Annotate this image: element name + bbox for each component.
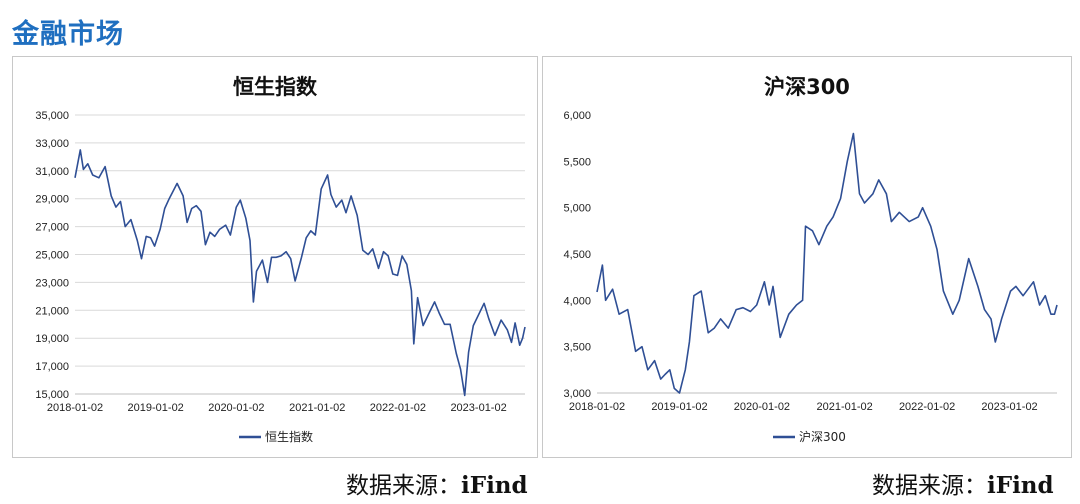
y-tick-label: 31,000 [35,166,69,178]
data-source-note: 数据来源：iFind [872,466,1054,500]
source-label: 数据来源： [346,473,461,499]
y-tick-label: 29,000 [35,194,69,206]
x-tick-label: 2023-01-02 [981,401,1037,413]
y-tick-label: 23,000 [35,277,69,289]
y-tick-label: 27,000 [35,222,69,234]
legend-label: 沪深300 [799,430,846,444]
chart-title: 沪深300 [764,75,850,99]
hsi-line-chart: 15,000 17,000 19,000 21,000 23,000 25,000 27,0… [35,110,526,444]
y-tick-label: 3,500 [563,342,591,354]
y-tick-label: 3,000 [563,388,591,400]
csi300-line-chart: 3,000 3,500 4,000 4,500 5,000 5,500 6,000 2018-… [563,110,1058,444]
y-tick-label: 21,000 [35,305,69,317]
y-tick-label: 17,000 [35,361,69,373]
csi300-chart-panel: 沪深300 3,000 3,500 4,000 4,500 5,000 5,500 6,00… [542,56,1072,458]
source-name: iFind [461,472,528,499]
y-tick-label: 19,000 [35,333,69,345]
hsi-chart-panel: 恒生指数 15,000 17,000 19,000 21,000 23,000 25,00… [12,56,538,458]
y-tick-label: 5,500 [563,156,591,168]
source-label: 数据来源： [872,473,987,499]
data-source-note: 数据来源：iFind [346,466,528,500]
series-line [74,149,526,397]
page-title: 金融市场 [12,19,124,50]
y-tick-label: 5,000 [563,203,591,215]
y-tick-label: 4,500 [563,249,591,261]
x-tick-label: 2022-01-02 [899,401,955,413]
source-name: iFind [987,472,1054,499]
y-tick-label: 33,000 [35,138,69,150]
y-tick-label: 4,000 [563,295,591,307]
x-tick-label: 2022-01-02 [370,402,426,414]
x-tick-label: 2021-01-02 [289,402,345,414]
x-tick-label: 2020-01-02 [208,402,264,414]
x-tick-label: 2018-01-02 [569,401,625,413]
x-tick-label: 2021-01-02 [816,401,872,413]
x-tick-label: 2023-01-02 [450,402,506,414]
chart-title: 恒生指数 [233,75,317,99]
y-tick-label: 25,000 [35,250,69,262]
x-tick-label: 2018-01-02 [47,402,103,414]
y-tick-label: 15,000 [35,389,69,401]
x-tick-label: 2019-01-02 [651,401,707,413]
x-tick-label: 2019-01-02 [128,402,184,414]
x-tick-label: 2020-01-02 [734,401,790,413]
legend-label: 恒生指数 [265,429,313,444]
series-line [596,132,1058,394]
y-tick-label: 6,000 [563,110,591,122]
y-tick-label: 35,000 [35,110,69,122]
